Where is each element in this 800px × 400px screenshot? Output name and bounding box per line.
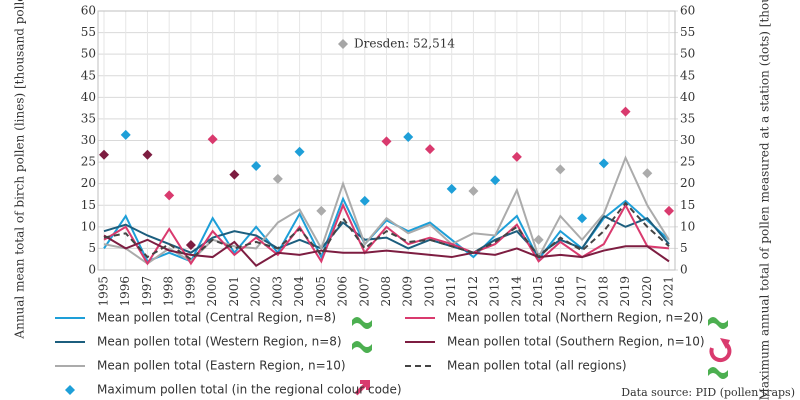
max-point xyxy=(533,234,544,245)
max-point xyxy=(294,146,305,157)
x-tick-label: 2012 xyxy=(466,276,480,307)
x-tick-label: 2015 xyxy=(531,276,545,307)
y-tick-label: 25 xyxy=(81,155,96,169)
y-tick-label: 15 xyxy=(81,198,96,212)
annotation-marker xyxy=(338,39,348,49)
y2-tick-label: 50 xyxy=(680,47,695,61)
x-tick-label: 2018 xyxy=(596,276,610,307)
y2-tick-label: 15 xyxy=(680,198,695,212)
x-tick-label: 2011 xyxy=(444,276,458,307)
y-tick-label: 35 xyxy=(81,111,96,125)
x-tick-label: 2017 xyxy=(575,276,589,307)
max-point xyxy=(555,164,566,175)
y2-tick-label: 20 xyxy=(680,176,695,190)
max-point xyxy=(620,106,631,117)
y2-tick-label: 10 xyxy=(680,219,695,233)
y2-tick-label: 25 xyxy=(680,155,695,169)
max-point xyxy=(403,132,414,143)
source: Data source: PID (pollen traps) xyxy=(621,386,795,399)
max-point xyxy=(598,158,609,169)
legend-label: Mean pollen total (Northern Region, n=20… xyxy=(447,311,703,325)
y-tick-label: 55 xyxy=(81,25,96,39)
x-tick-label: 1998 xyxy=(162,276,176,307)
x-tick-label: 2020 xyxy=(640,276,654,307)
x-tick-label: 2007 xyxy=(357,276,371,307)
max-point xyxy=(207,134,218,145)
legend-label: Mean pollen total (all regions) xyxy=(447,359,627,373)
max-point xyxy=(424,144,435,155)
y-tick-label: 45 xyxy=(81,68,96,82)
y-tick-label: 40 xyxy=(81,90,96,104)
max-point xyxy=(185,239,196,250)
max-point xyxy=(511,151,522,162)
x-tick-label: 2004 xyxy=(292,276,306,307)
y2-tick-label: 35 xyxy=(680,111,695,125)
x-tick-label: 2008 xyxy=(379,276,393,307)
y-tick-label: 5 xyxy=(88,241,96,255)
y2-tick-label: 0 xyxy=(680,263,688,277)
max-point xyxy=(142,149,153,160)
y2-tick-label: 40 xyxy=(680,90,695,104)
x-tick-label: 2013 xyxy=(488,276,502,307)
y2-tick-label: 5 xyxy=(680,241,688,255)
x-tick-label: 2002 xyxy=(249,276,263,307)
max-point xyxy=(446,183,457,194)
max-point xyxy=(664,205,674,216)
y-tick-label: 20 xyxy=(81,176,96,190)
legend-label: Mean pollen total (Southern Region, n=10… xyxy=(447,335,705,349)
x-tick-label: 2005 xyxy=(314,276,328,307)
x-tick-label: 2014 xyxy=(509,276,523,307)
max-point xyxy=(490,175,501,186)
max-point xyxy=(642,168,653,179)
x-tick-label: 2000 xyxy=(205,276,219,307)
x-tick-label: 1997 xyxy=(140,276,154,307)
legend-label: Maximum pollen total (in the regional co… xyxy=(97,383,402,397)
max-point xyxy=(316,205,327,216)
x-tick-label: 2010 xyxy=(422,276,436,307)
x-tick-label: 2019 xyxy=(618,276,632,307)
legend-label: Mean pollen total (Central Region, n=8) xyxy=(97,311,336,325)
y2-tick-label: 30 xyxy=(680,133,695,147)
x-tick-label: 2001 xyxy=(227,276,241,307)
max-point xyxy=(99,149,109,160)
x-tick-label: 2003 xyxy=(270,276,284,307)
series-line xyxy=(103,214,670,257)
x-tick-label: 1996 xyxy=(118,276,132,307)
y2-tick-label: 60 xyxy=(680,4,695,18)
y2-axis-label: Maximum annual total of pollen measured … xyxy=(758,0,772,400)
max-point xyxy=(251,160,262,171)
max-point xyxy=(272,173,283,184)
y-tick-label: 50 xyxy=(81,47,96,61)
y-tick-label: 0 xyxy=(88,263,96,277)
max-point xyxy=(120,129,131,140)
max-point xyxy=(164,190,175,201)
x-tick-label: 1999 xyxy=(183,276,197,307)
x-tick-label: 1995 xyxy=(97,276,111,307)
max-point xyxy=(359,195,370,206)
max-point xyxy=(229,169,240,180)
legend-label: Mean pollen total (Western Region, n=8) xyxy=(97,335,342,349)
plot-frame xyxy=(97,10,676,271)
y-axis-label: Annual mean total of birch pollen (lines… xyxy=(13,0,27,340)
x-tick-label: 2006 xyxy=(336,276,350,307)
series-line xyxy=(103,201,670,261)
y2-tick-label: 45 xyxy=(680,68,695,82)
y2-tick-label: 55 xyxy=(680,25,695,39)
y-tick-label: 60 xyxy=(81,4,96,18)
max-point xyxy=(577,213,588,224)
max-point xyxy=(468,186,479,197)
series-line xyxy=(103,234,670,267)
y-tick-label: 10 xyxy=(81,219,96,233)
max-point xyxy=(381,136,392,147)
x-tick-label: 2009 xyxy=(401,276,415,307)
x-tick-label: 2016 xyxy=(553,276,567,307)
trend-icons xyxy=(352,317,732,396)
legend-label: Mean pollen total (Eastern Region, n=10) xyxy=(97,359,346,373)
x-tick-label: 2021 xyxy=(662,276,676,307)
legend-marker xyxy=(65,385,75,395)
y-tick-label: 30 xyxy=(81,133,96,147)
annotation: Dresden: 52,514 xyxy=(354,37,455,51)
